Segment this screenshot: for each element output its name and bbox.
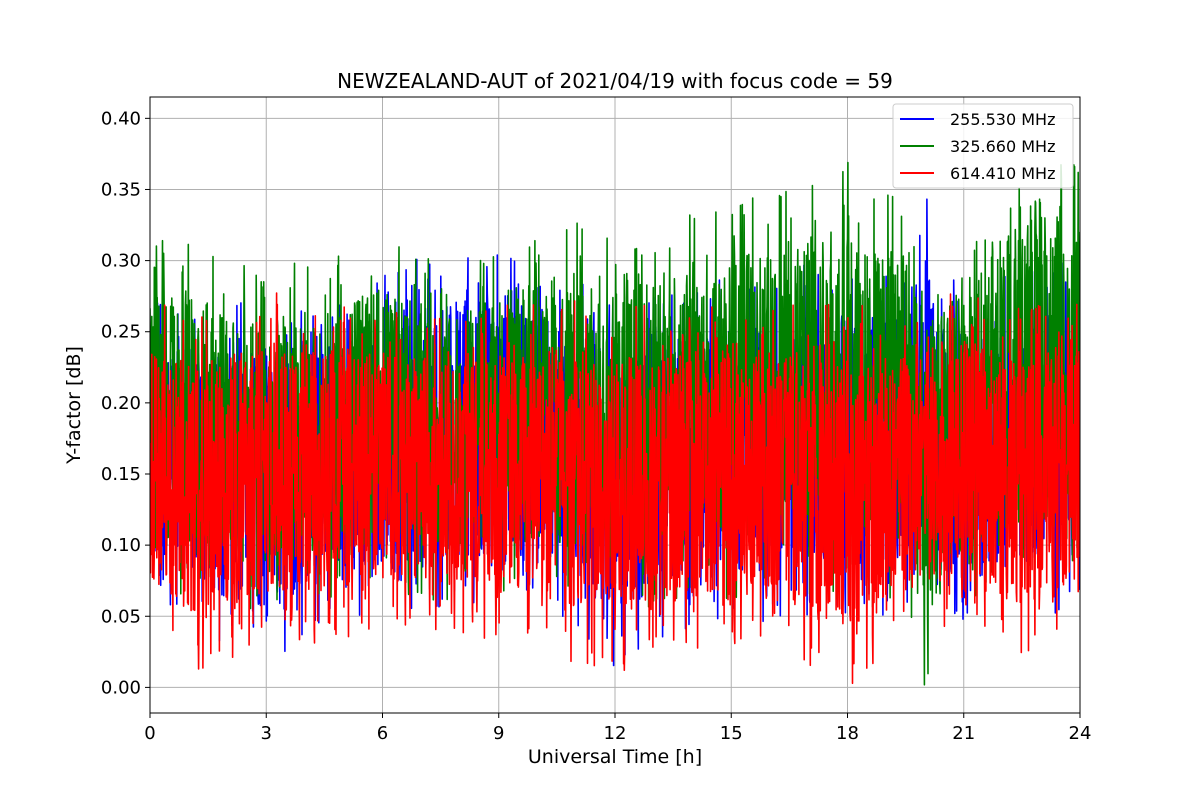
legend-label: 325.660 MHz xyxy=(950,137,1055,156)
legend-label: 614.410 MHz xyxy=(950,164,1055,183)
x-tick-label: 18 xyxy=(836,723,859,744)
y-tick-label: 0.10 xyxy=(101,535,141,556)
chart-title: NEWZEALAND-AUT of 2021/04/19 with focus … xyxy=(337,69,893,93)
x-tick-label: 24 xyxy=(1069,723,1092,744)
legend: 255.530 MHz 325.660 MHz 614.410 MHz xyxy=(892,103,1074,189)
y-tick-label: 0.00 xyxy=(101,677,141,698)
x-axis: 0 3 6 9 12 15 18 21 24 xyxy=(144,713,1091,744)
x-tick-label: 3 xyxy=(261,723,272,744)
y-tick-label: 0.40 xyxy=(101,108,141,129)
y-tick-label: 0.20 xyxy=(101,393,141,414)
plot-area xyxy=(150,161,1080,686)
y-tick-label: 0.25 xyxy=(101,322,141,343)
x-axis-title: Universal Time [h] xyxy=(528,746,702,768)
x-tick-label: 0 xyxy=(144,723,155,744)
y-axis-title: Y-factor [dB] xyxy=(63,346,85,465)
x-tick-label: 21 xyxy=(952,723,975,744)
y-axis: 0.00 0.05 0.10 0.15 0.20 0.25 0.30 0.35 0.40 xyxy=(101,108,150,698)
series-line-3 xyxy=(150,292,1080,685)
legend-box xyxy=(892,103,1074,189)
series-layer xyxy=(150,161,1080,686)
x-tick-label: 15 xyxy=(720,723,743,744)
y-tick-label: 0.35 xyxy=(101,179,141,200)
y-tick-label: 0.30 xyxy=(101,251,141,272)
y-tick-label: 0.05 xyxy=(101,606,141,627)
x-tick-label: 9 xyxy=(493,723,504,744)
x-tick-label: 12 xyxy=(604,723,627,744)
x-tick-label: 6 xyxy=(377,723,388,744)
y-tick-label: 0.15 xyxy=(101,464,141,485)
legend-label: 255.530 MHz xyxy=(950,110,1055,129)
